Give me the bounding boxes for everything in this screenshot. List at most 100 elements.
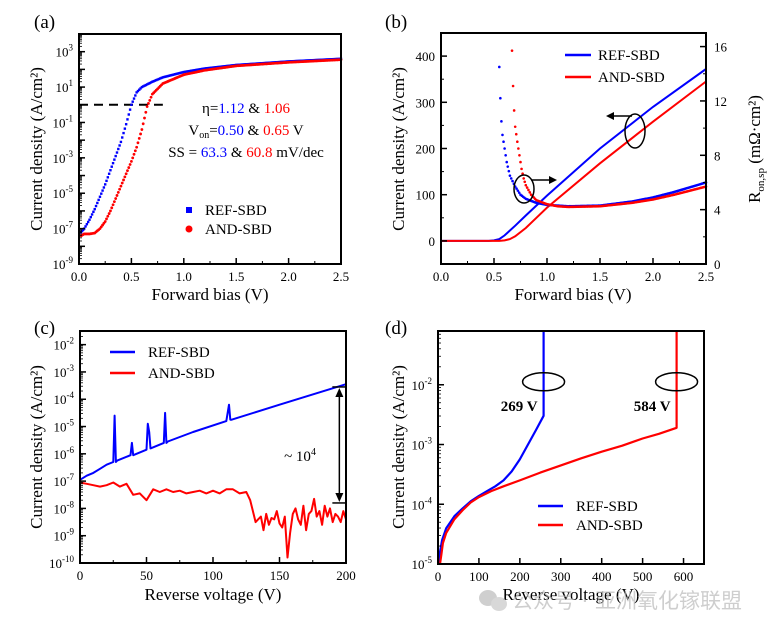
data-point <box>149 81 153 84</box>
data-point <box>172 73 176 76</box>
data-point <box>161 76 165 79</box>
data-point <box>203 67 206 70</box>
series-line-and-sbd <box>441 80 707 242</box>
data-point <box>153 79 157 82</box>
data-point <box>128 108 132 111</box>
y-tick-label: 300 <box>416 95 436 110</box>
data-point <box>135 91 138 94</box>
data-point <box>144 83 148 87</box>
panel-label-b: (b) <box>385 12 407 33</box>
panel-a: (a) 0.0 0.5 1.0 1.5 2.0 2.5 10-910-710-510-31… <box>27 12 349 304</box>
data-point <box>511 179 514 183</box>
y-tick-label: 10-3 <box>412 436 433 453</box>
right-y-tick-label: 0 <box>714 257 721 272</box>
data-point <box>520 167 523 171</box>
von-prefix: V <box>188 123 199 139</box>
data-point <box>143 116 146 120</box>
data-point <box>511 84 515 88</box>
data-point <box>525 186 529 189</box>
panel-d: (d) 0 100 200 300 400 500 600 10-5 10-4 10-3 10-2… <box>385 318 705 604</box>
eta-prefix: η= <box>202 101 218 117</box>
series-line-ref-sbd <box>441 68 707 242</box>
data-point <box>201 67 204 71</box>
von-and-value: 0.65 <box>263 123 289 139</box>
data-point <box>209 66 213 69</box>
y-tick-label: 10-9 <box>53 255 74 272</box>
data-point <box>123 175 127 179</box>
ratio-prefix: ~ 10 <box>284 449 311 465</box>
data-point <box>499 96 502 100</box>
panel-c-plot-area <box>79 383 347 559</box>
data-point <box>139 87 142 90</box>
x-tick-label: 500 <box>633 569 653 584</box>
right-arrow-icon <box>549 176 557 184</box>
x-tick-label: 1.5 <box>228 269 244 284</box>
data-point <box>111 161 115 165</box>
data-point <box>194 68 198 72</box>
data-point <box>98 195 102 198</box>
data-point <box>105 217 108 221</box>
series-dots-ref-sbd <box>498 65 708 208</box>
panel-d-y-axis-title: Current density (A/cm²) <box>389 365 408 529</box>
x-tick-label: 0.0 <box>71 269 87 284</box>
data-point <box>204 67 208 70</box>
up-arrowhead-icon <box>335 387 344 397</box>
data-point <box>191 69 194 72</box>
x-tick-label: 0 <box>77 568 84 583</box>
data-point <box>189 69 193 72</box>
data-point <box>101 189 104 192</box>
data-point <box>510 49 514 52</box>
data-point <box>175 72 178 76</box>
panel-b-x-axis-title: Forward bias (V) <box>514 285 631 304</box>
data-point <box>138 88 141 91</box>
data-point <box>116 190 120 194</box>
panel-c-ratio-annotation: ~ 104 <box>284 386 347 504</box>
ron-main: R <box>745 191 764 203</box>
ss-ref-value: 63.3 <box>201 145 227 161</box>
data-point <box>188 69 192 73</box>
breakdown-voltage-label: 269 V <box>501 399 538 415</box>
data-point <box>126 169 129 173</box>
right-y-tick-label: 12 <box>714 94 727 109</box>
data-point <box>170 73 173 77</box>
data-point <box>507 169 511 173</box>
data-point <box>135 145 139 149</box>
panel-c-y-axis-title: Current density (A/cm²) <box>27 365 46 529</box>
panel-d-legend: REF-SBD AND-SBD <box>538 499 643 534</box>
legend-marker-and-circle <box>185 225 193 233</box>
data-point <box>112 200 116 204</box>
down-arrowhead-icon <box>335 492 344 502</box>
x-tick-label: 0.5 <box>123 269 139 284</box>
data-point <box>109 209 112 213</box>
data-point <box>130 159 133 163</box>
legend-label-ref: REF-SBD <box>576 499 638 515</box>
data-point <box>505 160 509 164</box>
watermark-text: 公众号 · 亚洲氧化镓联盟 <box>512 589 742 613</box>
data-point <box>527 188 530 192</box>
x-tick-label: 2.5 <box>333 269 349 284</box>
panel-b-x-ticks: 0.0 0.5 1.0 1.5 2.0 2.5 <box>433 258 714 284</box>
data-point <box>140 128 144 131</box>
data-point <box>115 151 119 154</box>
data-point <box>506 165 510 168</box>
data-point <box>107 172 111 175</box>
panel-c-y-ticks: 10-10 10-9 10-8 10-7 10-6 10-5 10-4 10-3 10-2 <box>49 331 86 571</box>
y-tick-label: 10-2 <box>412 376 433 393</box>
panel-d-breakdown-annotations: 269 V 584 V <box>501 372 699 415</box>
von-sub: on <box>199 130 209 141</box>
data-point <box>131 156 135 160</box>
x-tick-label: 150 <box>270 568 290 583</box>
panel-a-x-ticks: 0.0 0.5 1.0 1.5 2.0 2.5 <box>71 258 349 284</box>
x-tick-label: 100 <box>203 568 223 583</box>
data-point <box>498 65 501 69</box>
data-point <box>105 179 108 183</box>
breakdown-voltage-label: 584 V <box>634 399 671 415</box>
x-tick-label: 1.0 <box>539 269 555 284</box>
legend-label-ref: REF-SBD <box>598 48 660 64</box>
legend-label-ref: REF-SBD <box>205 203 267 219</box>
data-point <box>517 191 521 194</box>
y-tick-label: 100 <box>416 188 436 203</box>
data-point <box>96 201 99 205</box>
panel-label-c: (c) <box>34 318 55 339</box>
data-point <box>152 80 155 83</box>
